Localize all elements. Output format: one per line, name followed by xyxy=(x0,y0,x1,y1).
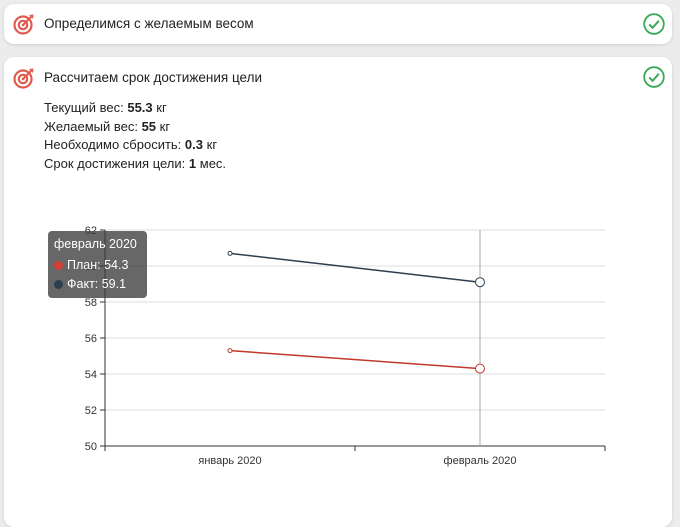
tooltip-title: февраль 2020 xyxy=(54,237,137,251)
card-title: Рассчитаем срок достижения цели xyxy=(44,70,263,85)
y-tick-label: 52 xyxy=(85,405,97,417)
desired-weight-line: Желаемый вес: 55 кг xyxy=(44,118,171,134)
series-line-plan xyxy=(229,349,481,370)
y-tick-label: 58 xyxy=(85,297,97,309)
data-point-plan xyxy=(475,363,485,374)
data-point-plan xyxy=(227,348,233,354)
term-line: Срок достижения цели: 1 мес. xyxy=(44,155,227,171)
step-card-goal-term: Рассчитаем срок достижения цели Текущий … xyxy=(4,57,672,527)
step-card-desired-weight[interactable]: Определимся с желаемым весом xyxy=(4,4,672,44)
data-point-fact xyxy=(227,250,233,256)
check-circle-icon xyxy=(643,13,665,35)
fact-legend-dot xyxy=(54,280,63,289)
x-tick-label: февраль 2020 xyxy=(444,455,517,467)
target-icon xyxy=(13,14,34,35)
y-tick-label: 54 xyxy=(85,369,97,381)
current-weight-line: Текущий вес: 55.3 кг xyxy=(44,100,167,115)
chart-tooltip: февраль 2020 План: 54.3 Факт: 59.1 xyxy=(48,231,147,298)
target-icon xyxy=(13,68,34,89)
check-circle-icon xyxy=(643,66,665,88)
plan-legend-dot xyxy=(54,261,63,270)
goal-summary: Текущий вес: 55.3 кг Желаемый вес: 55 кг… xyxy=(44,99,226,173)
tooltip-row-fact: Факт: 59.1 xyxy=(54,277,126,291)
tooltip-row-plan: План: 54.3 xyxy=(54,258,128,272)
y-tick-label: 50 xyxy=(85,441,97,453)
data-point-fact xyxy=(475,277,485,288)
card-title: Определимся с желаемым весом xyxy=(44,16,254,31)
x-tick-label: январь 2020 xyxy=(198,455,261,467)
need-to-lose-line: Необходимо сбросить: 0.3 кг xyxy=(44,137,218,152)
series-line-fact xyxy=(229,252,481,283)
y-tick-label: 56 xyxy=(85,333,97,345)
